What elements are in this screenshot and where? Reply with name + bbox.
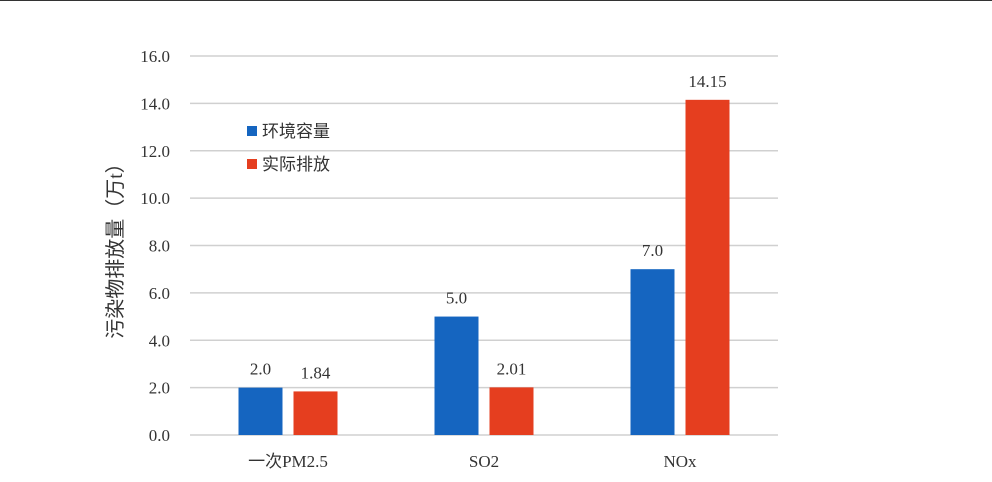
y-tick-label: 8.0 — [149, 237, 170, 256]
legend: 环境容量 实际排放 — [247, 122, 330, 174]
data-label: 5.0 — [446, 289, 467, 308]
y-tick-label: 2.0 — [149, 379, 170, 398]
bar-1-1 — [489, 387, 534, 435]
y-tick-label: 10.0 — [140, 189, 170, 208]
bar-1-0 — [293, 391, 338, 435]
legend-label-1: 实际排放 — [262, 155, 330, 174]
legend-label-0: 环境容量 — [262, 122, 330, 141]
y-tick-label: 6.0 — [149, 284, 170, 303]
y-tick-label: 0.0 — [149, 426, 170, 445]
legend-swatch-0 — [247, 126, 257, 136]
data-label: 2.0 — [250, 360, 271, 379]
data-label: 14.15 — [688, 72, 726, 91]
y-tick-label: 4.0 — [149, 331, 170, 350]
y-tick-label: 12.0 — [140, 142, 170, 161]
bar-0-1 — [434, 316, 479, 435]
x-tick-label: 一次PM2.5 — [248, 452, 328, 471]
data-label: 1.84 — [301, 363, 331, 382]
bar-0-0 — [238, 387, 283, 435]
y-tick-label: 14.0 — [140, 94, 170, 113]
bar-1-2 — [685, 99, 730, 436]
legend-swatch-1 — [247, 159, 257, 169]
bar-0-2 — [630, 269, 675, 435]
y-axis-label: 污染物排放量（万t） — [104, 153, 127, 339]
data-label: 7.0 — [642, 241, 663, 260]
x-tick-label: SO2 — [469, 452, 499, 471]
data-label: 2.01 — [497, 359, 527, 378]
y-tick-label: 16.0 — [140, 47, 170, 66]
x-tick-label: NOx — [663, 452, 697, 471]
